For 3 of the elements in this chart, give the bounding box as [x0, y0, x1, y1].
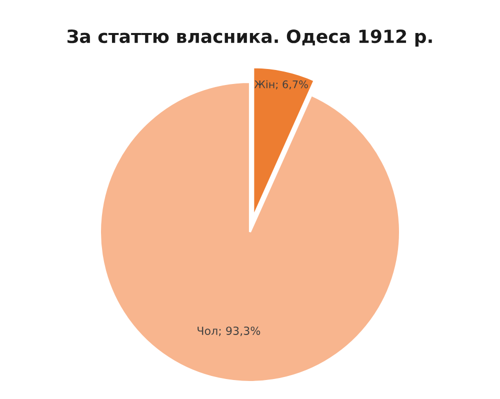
slice-label: Жін; 6,7%: [254, 80, 308, 90]
chart-title: За статтю власника. Одеса 1912 р.: [68, 29, 432, 47]
slice-label: Чол; 93,3%: [198, 326, 260, 336]
